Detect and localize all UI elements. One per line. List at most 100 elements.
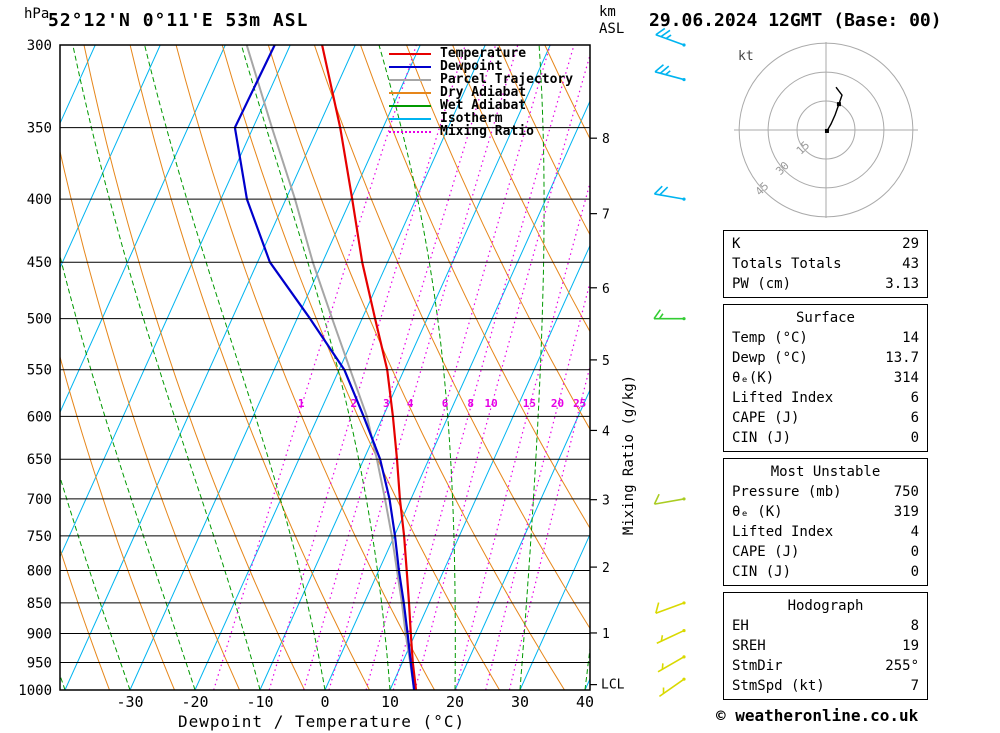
copyright: © weatheronline.co.uk — [716, 706, 919, 725]
mixing-ratio-label: 10 — [485, 397, 498, 410]
table-row-value: 255° — [885, 658, 919, 674]
pressure-tick-label: 950 — [27, 656, 52, 672]
table-row-label: CAPE (J) — [732, 410, 800, 426]
legend-label: Wet Adiabat — [440, 97, 527, 113]
table-most-unstable: Most Unstable Pressure (mb) 750 θₑ (K) 319 Li… — [723, 458, 928, 586]
table-row: SREH 19 — [724, 636, 927, 656]
wind-barb — [657, 656, 685, 673]
legend-label: Mixing Ratio — [440, 123, 534, 139]
table-row: CIN (J) 0 — [724, 562, 927, 582]
table-row-label: PW (cm) — [732, 276, 792, 292]
table-row-value: 14 — [902, 330, 919, 346]
table-row-value: 319 — [893, 504, 919, 520]
table-surface: Surface Temp (°C) 14 Dewp (°C) 13.7 θₑ(K) 314 L… — [723, 304, 928, 452]
indices-tables: K 29 Totals Totals 43 PW (cm) 3.13 Surface Temp… — [723, 230, 928, 706]
mixing-ratio-label: 15 — [523, 397, 536, 410]
table-row-label: SREH — [732, 638, 766, 654]
legend-swatch-dry-adiabat — [389, 91, 431, 94]
legend-item: Dewpoint — [389, 60, 573, 73]
table-row: Lifted Index 6 — [724, 388, 927, 408]
legend-label: Dewpoint — [440, 58, 503, 74]
hodograph-trace — [826, 86, 843, 132]
table-row-value: 0 — [910, 430, 919, 446]
legend-item: Parcel Trajectory — [389, 73, 573, 86]
hodograph-trace-marker — [824, 128, 829, 133]
table-row-label: CIN (J) — [732, 430, 792, 446]
legend-item: Wet Adiabat — [389, 99, 573, 112]
table-row-value: 19 — [902, 638, 919, 654]
pressure-tick-label: 350 — [27, 121, 52, 137]
wind-barb — [654, 71, 685, 81]
hodograph-unit-label: kt — [738, 49, 754, 64]
mixing-ratio-label: 8 — [467, 397, 474, 410]
table-row-value: 750 — [893, 484, 919, 500]
plot-frame — [59, 44, 591, 691]
temp-tick-label: 40 — [576, 693, 594, 711]
legend-item: Mixing Ratio — [389, 125, 573, 138]
legend-swatch-mixing-ratio — [389, 130, 431, 133]
legend-item: Isotherm — [389, 112, 573, 125]
pressure-tick-label: 900 — [27, 627, 52, 643]
table-row-label: Lifted Index — [732, 390, 834, 406]
table-row-label: EH — [732, 618, 749, 634]
table-row-value: 314 — [893, 370, 919, 386]
datetime-title: 29.06.2024 12GMT (Base: 00) — [649, 10, 942, 31]
table-row: Pressure (mb) 750 — [724, 482, 927, 502]
legend-swatch-parcel-trajectory — [389, 78, 431, 81]
legend-label: Isotherm — [440, 110, 503, 126]
pressure-grid-group: 300 350 400 450 500 550 600 650 700 750 800 850 900 9… — [18, 38, 590, 699]
hodograph-ring-label: 15 — [794, 139, 813, 158]
mixing-ratio-label: 4 — [407, 397, 414, 410]
parcel-trajectory-curve — [245, 45, 416, 690]
table-row-label: θₑ(K) — [732, 370, 775, 386]
table-row-value: 0 — [910, 564, 919, 580]
pressure-tick-label: 400 — [27, 192, 52, 208]
table-row: PW (cm) 3.13 — [724, 274, 927, 294]
legend-label: Parcel Trajectory — [440, 71, 574, 87]
mixing-ratio-label: 1 — [298, 397, 305, 410]
legend-label: Temperature — [440, 45, 527, 61]
hodograph-trace-marker — [836, 102, 841, 107]
legend-swatch-wet-adiabat — [389, 104, 431, 107]
wind-barb — [654, 193, 685, 200]
temp-tick-label: 20 — [446, 693, 464, 711]
pressure-axis-unit-label: hPa — [24, 6, 50, 22]
legend-swatch-dewpoint — [389, 65, 431, 68]
mixing-ratio-label: 20 — [551, 397, 564, 410]
table-row-value: 3.13 — [885, 276, 919, 292]
wind-barb — [655, 33, 685, 46]
km-tick-label: 5 — [602, 354, 610, 369]
mixing-ratio-label: 2 — [350, 397, 357, 410]
asl-label: ASL — [599, 21, 625, 37]
table-row-label: Temp (°C) — [732, 330, 808, 346]
table-row-value: 6 — [910, 410, 919, 426]
table-row-value: 6 — [910, 390, 919, 406]
table-row-value: 29 — [902, 236, 919, 252]
table-row: θₑ (K) 319 — [724, 502, 927, 522]
station-title: 52°12'N 0°11'E 53m ASL — [48, 10, 309, 31]
temp-tick-label: 30 — [511, 693, 529, 711]
wind-barb — [656, 629, 685, 644]
table-row: Lifted Index 4 — [724, 522, 927, 542]
pressure-tick-label: 750 — [27, 529, 52, 545]
wind-barb — [655, 602, 685, 614]
table-row: EH 8 — [724, 616, 927, 636]
mixing-ratio-axis-title: Mixing Ratio (g/kg) — [621, 374, 637, 536]
legend-item: Dry Adiabat — [389, 86, 573, 99]
table-title: Most Unstable — [770, 464, 881, 480]
pressure-tick-label: 800 — [27, 563, 52, 579]
table-row: CIN (J) 0 — [724, 428, 927, 448]
table-row: Dewp (°C) 13.7 — [724, 348, 927, 368]
mixing-ratio-label: 25 — [573, 397, 586, 410]
table-row-value: 8 — [910, 618, 919, 634]
table-hodograph: Hodograph EH 8 SREH 19 StmDir 255° StmSpd (kt) 7 — [723, 592, 928, 700]
pressure-tick-label: 700 — [27, 492, 52, 508]
wind-barb — [654, 498, 685, 505]
pressure-tick-label: 850 — [27, 596, 52, 612]
km-tick-label: 1 — [602, 627, 610, 642]
pressure-tick-label: 600 — [27, 409, 52, 425]
km-label: km — [599, 4, 616, 20]
temp-tick-label: -20 — [181, 693, 208, 711]
legend-swatch-temperature — [389, 52, 431, 55]
